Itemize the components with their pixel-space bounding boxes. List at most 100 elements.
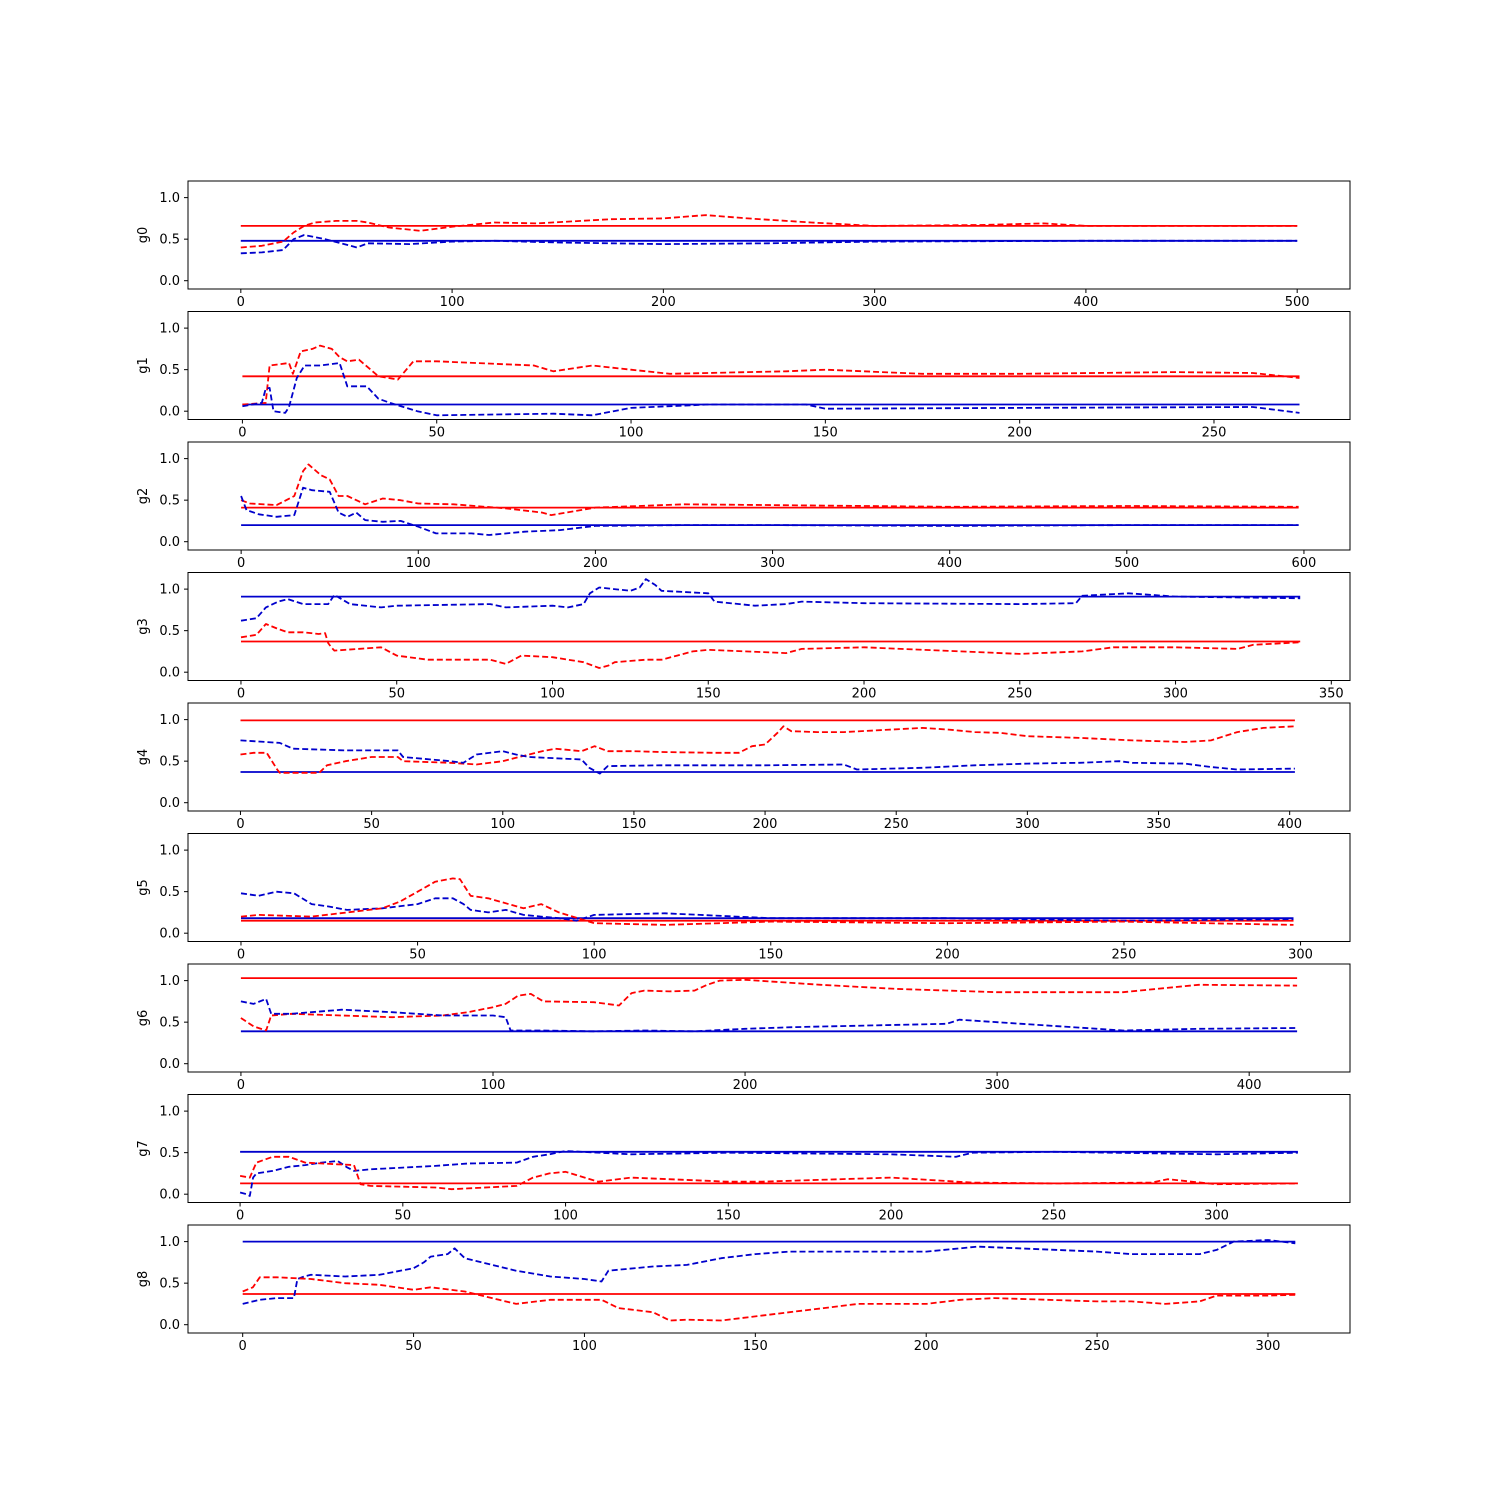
- y-axis-label: g6: [136, 1010, 151, 1027]
- subplot-g8: 0 50 100 150 200 250 300 0.0 0.5 1.0 g8: [136, 1224, 1351, 1354]
- y-axis-label: g4: [136, 749, 151, 766]
- y-tick-label: 0.5: [159, 755, 180, 770]
- subplot-g5: 0 50 100 150 200 250 300 0.0 0.5 1.0 g5: [136, 833, 1351, 963]
- x-tick-label: 200: [651, 295, 676, 310]
- x-tick-label: 100: [553, 1209, 578, 1224]
- y-tick-label: 0.0: [159, 1188, 180, 1203]
- series-group: [240, 719, 1295, 775]
- x-tick-label: 0: [237, 687, 245, 702]
- x-tick-label: 200: [583, 556, 608, 571]
- subplot-g3: 0 50 100 150 200 250 300 350 0.0 0.5 1.0 g3: [136, 572, 1351, 702]
- x-tick-label: 100: [406, 556, 431, 571]
- x-tick-label: 200: [852, 687, 877, 702]
- x-tick-label: 300: [985, 1078, 1010, 1093]
- x-tick-label: 250: [1202, 426, 1227, 441]
- x-tick-label: 300: [1163, 687, 1188, 702]
- series-red-dashed: [242, 1276, 1296, 1322]
- x-tick-label: 200: [879, 1209, 904, 1224]
- y-tick-label: 1.0: [159, 844, 180, 859]
- x-tick-label: 350: [1146, 817, 1171, 832]
- y-tick-label: 1.0: [159, 452, 180, 467]
- x-tick-label: 100: [572, 1339, 597, 1354]
- series-blue-dashed: [240, 739, 1295, 775]
- x-tick-label: 300: [862, 295, 887, 310]
- y-tick-label: 1.0: [159, 1235, 180, 1250]
- y-axis-label: g5: [136, 879, 151, 896]
- y-tick-label: 0.0: [159, 666, 180, 681]
- x-tick-label: 100: [619, 426, 644, 441]
- x-tick-label: 200: [753, 817, 778, 832]
- x-tick-label: 100: [481, 1078, 506, 1093]
- x-tick-label: 100: [440, 295, 465, 310]
- y-tick-label: 0.5: [159, 885, 180, 900]
- y-tick-label: 0.5: [159, 1146, 180, 1161]
- y-tick-label: 0.5: [159, 494, 180, 509]
- x-tick-label: 400: [937, 556, 962, 571]
- series-blue-dashed: [239, 1150, 1298, 1197]
- series-blue-dashed: [242, 362, 1300, 417]
- x-tick-label: 400: [1073, 295, 1098, 310]
- axes-frame: [187, 963, 1351, 1073]
- x-tick-label: 0: [239, 1339, 247, 1354]
- x-tick-label: 300: [1015, 817, 1040, 832]
- x-tick-label: 500: [1285, 295, 1310, 310]
- y-tick-label: 0.0: [159, 535, 180, 550]
- x-tick-label: 150: [696, 687, 721, 702]
- y-tick-label: 0.0: [159, 274, 180, 289]
- axes-frame: [187, 1224, 1351, 1334]
- y-axis-label: g0: [136, 227, 151, 244]
- x-tick-label: 50: [388, 687, 405, 702]
- x-tick-label: 300: [1204, 1209, 1229, 1224]
- series-blue-dashed: [240, 998, 1298, 1033]
- subplot-g7: 0 50 100 150 200 250 300 0.0 0.5 1.0 g7: [136, 1094, 1351, 1224]
- series-red-dashed: [240, 214, 1298, 249]
- y-tick-label: 0.0: [159, 405, 180, 420]
- x-tick-label: 150: [743, 1339, 768, 1354]
- y-tick-label: 1.0: [159, 1105, 180, 1120]
- y-tick-label: 1.0: [159, 974, 180, 989]
- y-axis-label: g2: [136, 488, 151, 505]
- x-tick-label: 200: [935, 948, 960, 963]
- series-red-dashed: [240, 877, 1294, 926]
- series-group: [240, 214, 1298, 255]
- subplot-g0: 0 100 200 300 400 500 0.0 0.5 1.0 g0: [136, 180, 1351, 310]
- x-tick-label: 0: [236, 1209, 244, 1224]
- subplot-g6: 0 100 200 300 400 0.0 0.5 1.0 g6: [136, 963, 1351, 1093]
- series-red-dashed: [240, 978, 1298, 1032]
- x-tick-label: 100: [540, 687, 565, 702]
- x-tick-label: 250: [1085, 1339, 1110, 1354]
- x-tick-label: 0: [236, 817, 244, 832]
- axes-frame: [187, 702, 1351, 812]
- x-tick-label: 0: [237, 295, 245, 310]
- x-tick-label: 150: [716, 1209, 741, 1224]
- x-tick-label: 150: [758, 948, 783, 963]
- x-tick-label: 250: [884, 817, 909, 832]
- x-tick-label: 250: [1112, 948, 1137, 963]
- y-tick-label: 1.0: [159, 191, 180, 206]
- y-tick-label: 1.0: [159, 322, 180, 337]
- series-blue-dashed: [240, 234, 1298, 255]
- series-group: [240, 463, 1299, 536]
- series-blue-dashed: [240, 890, 1294, 922]
- x-tick-label: 50: [363, 817, 380, 832]
- series-red-dashed: [240, 463, 1299, 516]
- x-tick-label: 500: [1114, 556, 1139, 571]
- series-red-dashed: [240, 725, 1295, 774]
- y-tick-label: 0.0: [159, 1057, 180, 1072]
- x-tick-label: 0: [237, 556, 245, 571]
- x-tick-label: 300: [1288, 948, 1313, 963]
- x-tick-label: 300: [760, 556, 785, 571]
- x-tick-label: 400: [1237, 1078, 1262, 1093]
- series-red-dashed: [240, 623, 1301, 669]
- y-axis-label: g3: [136, 618, 151, 635]
- x-tick-label: 50: [395, 1209, 412, 1224]
- x-tick-label: 50: [409, 948, 426, 963]
- series-red-dashed: [242, 344, 1300, 406]
- y-tick-label: 0.0: [159, 927, 180, 942]
- series-group: [239, 1150, 1298, 1197]
- axes-frame: [187, 1094, 1351, 1203]
- y-tick-label: 0.0: [159, 1318, 180, 1333]
- y-axis-label: g1: [136, 357, 151, 374]
- series-blue-dashed: [240, 486, 1299, 536]
- series-group: [240, 877, 1294, 926]
